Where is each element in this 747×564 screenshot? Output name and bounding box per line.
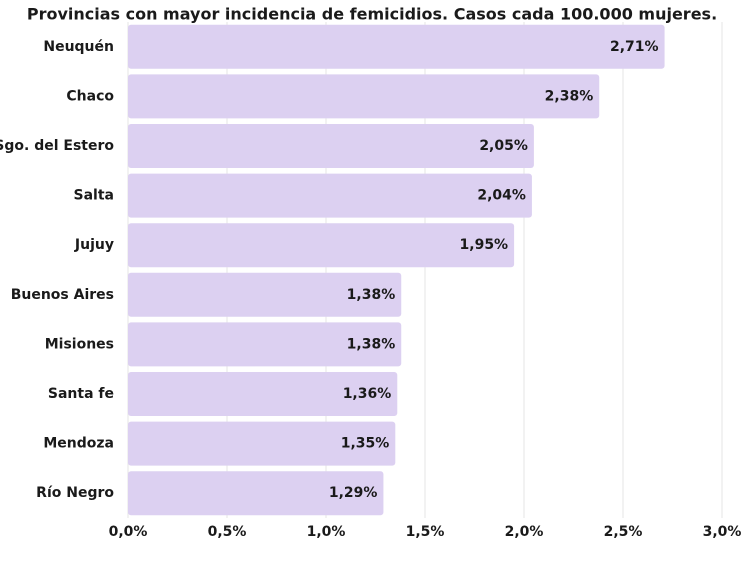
chart-title: Provincias con mayor incidencia de femic… [27,5,717,24]
x-tick-label: 1,5% [406,524,445,540]
y-tick-label: Salta [74,188,114,204]
value-label: 2,38% [545,88,594,104]
value-label: 1,35% [341,436,390,452]
bar [128,173,532,218]
y-tick-label: Buenos Aires [11,287,114,303]
value-label: 1,95% [460,237,509,253]
bar [128,421,396,466]
y-tick-label: Misiones [45,336,114,352]
bar [128,74,600,119]
bar [128,322,402,367]
x-tick-label: 2,5% [604,524,643,540]
x-tick-label: 1,0% [307,524,346,540]
bar [128,372,398,416]
bar [128,471,384,516]
y-tick-label: Neuquén [43,39,114,55]
x-tick-label: 2,0% [505,524,544,540]
value-label: 2,04% [477,188,526,204]
x-tick-label: 0,0% [109,524,148,540]
value-label: 1,36% [343,386,392,402]
y-tick-label: Chaco [66,88,114,104]
y-tick-label: Sgo. del Estero [0,138,114,154]
value-label: 2,05% [479,138,528,154]
y-tick-label: Río Negro [36,485,114,501]
bar [128,223,515,268]
y-tick-label: Mendoza [43,436,114,452]
bar [128,124,534,168]
bar [128,272,402,317]
value-label: 1,38% [347,336,396,352]
bar [128,24,665,69]
value-label: 2,71% [610,39,659,55]
y-tick-label: Santa fe [48,386,114,402]
x-tick-label: 3,0% [703,524,742,540]
x-tick-label: 0,5% [208,524,247,540]
y-tick-label: Jujuy [74,237,114,253]
value-label: 1,29% [329,485,378,501]
value-label: 1,38% [347,287,396,303]
